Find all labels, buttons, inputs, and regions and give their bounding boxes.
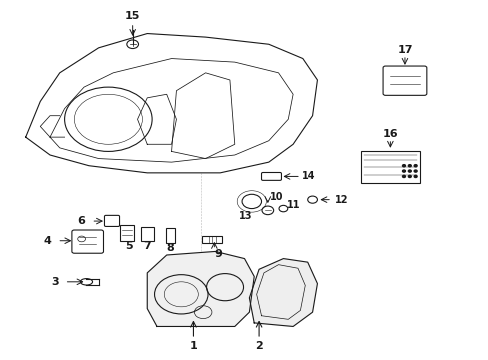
Polygon shape — [249, 258, 317, 327]
Bar — [119, 225, 134, 241]
Circle shape — [407, 175, 410, 177]
Text: 11: 11 — [287, 200, 300, 210]
Text: 6: 6 — [78, 216, 85, 226]
Circle shape — [402, 170, 405, 172]
Circle shape — [413, 175, 416, 177]
Bar — [202, 236, 221, 243]
Text: 1: 1 — [189, 341, 197, 351]
Circle shape — [407, 170, 410, 172]
Circle shape — [413, 165, 416, 167]
Text: 9: 9 — [214, 249, 222, 259]
Text: 7: 7 — [143, 241, 151, 251]
Text: 13: 13 — [239, 211, 252, 221]
Bar — [361, 151, 419, 183]
Circle shape — [407, 165, 410, 167]
Circle shape — [402, 165, 405, 167]
Text: 8: 8 — [166, 243, 174, 253]
Bar — [141, 227, 153, 242]
Text: 10: 10 — [269, 192, 283, 202]
Text: 12: 12 — [334, 195, 348, 204]
Text: 4: 4 — [43, 236, 51, 246]
Text: 15: 15 — [125, 12, 140, 21]
Circle shape — [413, 170, 416, 172]
Text: 16: 16 — [382, 129, 397, 139]
Text: 3: 3 — [51, 277, 59, 287]
Circle shape — [402, 175, 405, 177]
Text: 2: 2 — [255, 341, 263, 351]
Bar — [165, 228, 175, 243]
Text: 5: 5 — [125, 241, 133, 251]
Polygon shape — [147, 251, 254, 327]
Text: 17: 17 — [396, 45, 412, 55]
Text: 14: 14 — [301, 171, 314, 181]
